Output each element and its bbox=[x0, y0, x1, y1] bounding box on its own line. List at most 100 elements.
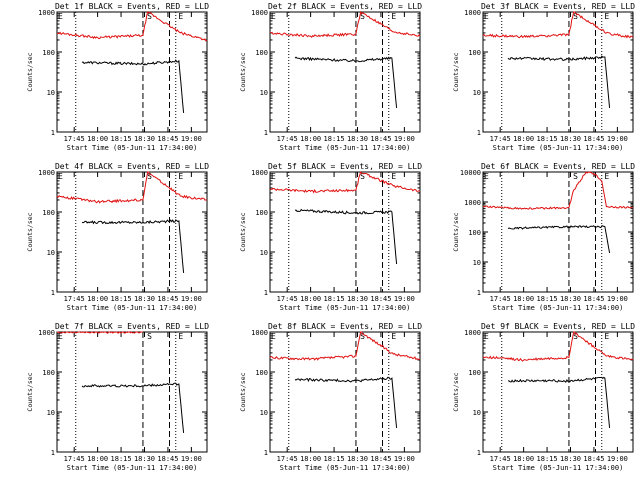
marker-label: E bbox=[604, 172, 609, 181]
marker-label: E bbox=[484, 332, 489, 341]
marker-label: S bbox=[573, 12, 578, 21]
y-tick-label: 10 bbox=[47, 409, 55, 417]
x-tick-label: 18:15 bbox=[537, 455, 558, 463]
chart-panel-9: Det 9f BLACK = Events, RED = LLD 1 10 100 10… bbox=[452, 322, 635, 472]
x-tick-label: 19:00 bbox=[607, 135, 628, 143]
x-tick-label: 19:00 bbox=[394, 135, 415, 143]
chart-title: Det 4f BLACK = Events, RED = LLD bbox=[55, 162, 209, 171]
series-line-events bbox=[294, 56, 398, 108]
series-line-lld bbox=[482, 11, 634, 39]
plot-frame bbox=[56, 331, 208, 453]
chart-panel-8: Det 8f BLACK = Events, RED = LLD 1 10 100 10… bbox=[239, 322, 422, 472]
marker-label: E bbox=[604, 12, 609, 21]
y-tick-label: 10 bbox=[47, 249, 55, 257]
y-axis-label: Counts/sec bbox=[452, 52, 460, 91]
x-tick-label: 17:45 bbox=[64, 295, 85, 303]
chart-panel-2: Det 2f BLACK = Events, RED = LLD 1 10 100 10… bbox=[239, 2, 422, 152]
y-tick-label: 10 bbox=[260, 249, 268, 257]
series-line-lld bbox=[269, 10, 421, 38]
x-tick-label: 18:15 bbox=[324, 455, 345, 463]
x-axis-label: Start Time (05-Jun-11 17:34:00) bbox=[280, 464, 411, 472]
x-tick-label: 18:00 bbox=[87, 135, 108, 143]
marker-label: S bbox=[360, 172, 365, 181]
marker-label: E bbox=[178, 172, 183, 181]
plot-frame bbox=[269, 171, 421, 293]
x-tick-label: 17:45 bbox=[490, 455, 511, 463]
marker-label: S bbox=[360, 12, 365, 21]
series-line-lld bbox=[56, 171, 207, 204]
x-tick-label: 18:30 bbox=[134, 455, 155, 463]
x-tick-label: 19:00 bbox=[607, 455, 628, 463]
y-tick-label: 1000 bbox=[38, 9, 55, 17]
series-line-events bbox=[294, 376, 398, 428]
marker-label: E bbox=[58, 12, 63, 21]
marker-label: S bbox=[147, 332, 152, 341]
marker-label: E bbox=[58, 332, 63, 341]
x-axis-label: Start Time (05-Jun-11 17:34:00) bbox=[493, 144, 624, 152]
x-tick-label: 18:45 bbox=[157, 295, 178, 303]
y-tick-label: 100 bbox=[42, 49, 55, 57]
y-tick-label: 1000 bbox=[464, 9, 481, 17]
marker-label: E bbox=[271, 332, 276, 341]
x-tick-label: 18:30 bbox=[347, 135, 368, 143]
y-tick-label: 1000 bbox=[251, 9, 268, 17]
marker-label: E bbox=[271, 172, 276, 181]
chart-panel-7: Det 7f BLACK = Events, RED = LLD 1 10 100 10… bbox=[26, 322, 209, 472]
y-tick-label: 10 bbox=[473, 409, 481, 417]
series-line-lld bbox=[482, 331, 634, 362]
x-tick-label: 18:45 bbox=[370, 135, 391, 143]
x-tick-label: 17:45 bbox=[277, 295, 298, 303]
y-axis-label: Counts/sec bbox=[239, 372, 247, 411]
y-tick-label: 100 bbox=[255, 369, 268, 377]
x-tick-label: 18:15 bbox=[537, 295, 558, 303]
chart-title: Det 6f BLACK = Events, RED = LLD bbox=[481, 162, 635, 171]
x-tick-label: 18:45 bbox=[583, 295, 604, 303]
x-tick-label: 18:15 bbox=[324, 135, 345, 143]
marker-label: E bbox=[484, 172, 489, 181]
y-tick-label: 100 bbox=[42, 209, 55, 217]
x-tick-label: 18:45 bbox=[157, 135, 178, 143]
x-tick-label: 18:15 bbox=[111, 135, 132, 143]
y-tick-label: 10 bbox=[473, 89, 481, 97]
x-tick-label: 18:15 bbox=[537, 135, 558, 143]
x-axis-label: Start Time (05-Jun-11 17:34:00) bbox=[67, 304, 198, 312]
plot-frame bbox=[56, 171, 208, 293]
series-line-lld bbox=[57, 331, 143, 334]
y-axis-label: Counts/sec bbox=[26, 212, 34, 251]
series-line-events bbox=[508, 376, 611, 428]
chart-panel-5: Det 5f BLACK = Events, RED = LLD 1 10 100 10… bbox=[239, 162, 422, 312]
marker-label: S bbox=[573, 172, 578, 181]
marker-label: E bbox=[178, 332, 183, 341]
plot-frame bbox=[56, 11, 208, 133]
series-line-lld bbox=[482, 171, 634, 210]
x-tick-label: 18:45 bbox=[583, 135, 604, 143]
x-axis-label: Start Time (05-Jun-11 17:34:00) bbox=[493, 464, 624, 472]
x-tick-label: 18:30 bbox=[560, 455, 581, 463]
marker-label: S bbox=[573, 332, 578, 341]
x-tick-label: 18:45 bbox=[157, 455, 178, 463]
x-tick-label: 18:45 bbox=[370, 455, 391, 463]
x-tick-label: 18:45 bbox=[370, 295, 391, 303]
y-tick-label: 1 bbox=[477, 449, 481, 457]
y-tick-label: 1 bbox=[51, 449, 55, 457]
x-tick-label: 17:45 bbox=[64, 135, 85, 143]
x-tick-label: 18:00 bbox=[300, 135, 321, 143]
y-tick-label: 1000 bbox=[38, 169, 55, 177]
chart-title: Det 8f BLACK = Events, RED = LLD bbox=[268, 322, 422, 331]
y-tick-label: 100 bbox=[468, 49, 481, 57]
y-tick-label: 10 bbox=[260, 89, 268, 97]
x-tick-label: 19:00 bbox=[394, 455, 415, 463]
marker-label: E bbox=[484, 12, 489, 21]
marker-label: E bbox=[58, 172, 63, 181]
y-tick-label: 1000 bbox=[251, 329, 268, 337]
y-tick-label: 10 bbox=[260, 409, 268, 417]
y-tick-label: 100 bbox=[42, 369, 55, 377]
y-tick-label: 100 bbox=[468, 229, 481, 237]
series-line-events bbox=[81, 59, 185, 113]
chart-title: Det 1f BLACK = Events, RED = LLD bbox=[55, 2, 209, 11]
x-tick-label: 18:45 bbox=[583, 455, 604, 463]
y-axis-label: Counts/sec bbox=[239, 212, 247, 251]
y-tick-label: 1 bbox=[477, 129, 481, 137]
x-axis-label: Start Time (05-Jun-11 17:34:00) bbox=[67, 464, 198, 472]
